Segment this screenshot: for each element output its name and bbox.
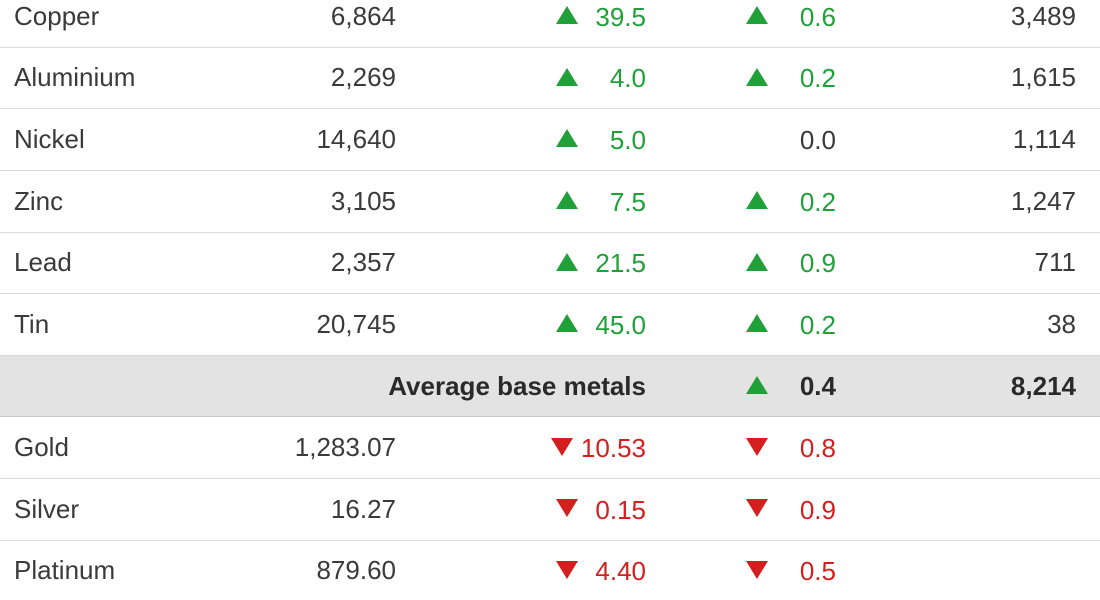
change-abs-cell: 21.5 bbox=[420, 232, 670, 294]
change-pct-cell-value: 0.2 bbox=[776, 310, 836, 341]
change-pct-cell-value: 0.2 bbox=[776, 63, 836, 94]
price-cell: 2,357 bbox=[230, 232, 420, 294]
volume-cell bbox=[860, 540, 1100, 600]
up-triangle-icon bbox=[556, 253, 578, 271]
price-cell: 3,105 bbox=[230, 170, 420, 232]
up-triangle-icon bbox=[556, 191, 578, 209]
summary-change-pct: 0.4 bbox=[670, 355, 860, 417]
volume-cell: 38 bbox=[860, 294, 1100, 356]
change-pct-cell: 0.9 bbox=[670, 232, 860, 294]
volume-cell: 1,114 bbox=[860, 109, 1100, 171]
change-pct-cell-value: 0.6 bbox=[776, 2, 836, 33]
table-row: Nickel14,640 5.0 0.0 1,114 bbox=[0, 109, 1100, 171]
change-pct-cell-value: 0.0 bbox=[776, 125, 836, 156]
down-triangle-icon bbox=[551, 438, 573, 456]
up-triangle-icon bbox=[556, 6, 578, 24]
price-cell: 14,640 bbox=[230, 109, 420, 171]
change-pct-cell: 0.5 bbox=[670, 540, 860, 600]
change-pct-cell-value: 0.2 bbox=[776, 187, 836, 218]
summary-row: Average base metals 0.4 8,214 bbox=[0, 355, 1100, 417]
up-triangle-icon bbox=[746, 6, 768, 24]
metal-name: Zinc bbox=[0, 170, 230, 232]
change-pct-cell: 0.2 bbox=[670, 294, 860, 356]
change-abs-cell-value: 4.0 bbox=[586, 63, 646, 94]
change-pct-cell: 0.2 bbox=[670, 47, 860, 109]
change-abs-cell: 45.0 bbox=[420, 294, 670, 356]
down-triangle-icon bbox=[746, 561, 768, 579]
change-abs-cell-value: 45.0 bbox=[586, 310, 646, 341]
change-abs-cell: 0.15 bbox=[420, 479, 670, 541]
table-row: Platinum879.60 4.40 0.5 bbox=[0, 540, 1100, 600]
up-triangle-icon bbox=[746, 314, 768, 332]
change-abs-cell: 5.0 bbox=[420, 109, 670, 171]
change-pct-cell-value: 0.5 bbox=[776, 556, 836, 587]
price-cell: 16.27 bbox=[230, 479, 420, 541]
price-cell: 2,269 bbox=[230, 47, 420, 109]
change-abs-cell-value: 0.15 bbox=[586, 495, 646, 526]
change-pct-cell: 0.8 bbox=[670, 417, 860, 479]
table-row: Gold1,283.07 10.53 0.8 bbox=[0, 417, 1100, 479]
up-triangle-icon bbox=[746, 68, 768, 86]
table-row: Copper6,864 39.5 0.6 3,489 bbox=[0, 0, 1100, 47]
up-triangle-icon bbox=[746, 376, 768, 394]
change-abs-cell-value: 21.5 bbox=[586, 248, 646, 279]
price-cell: 6,864 bbox=[230, 0, 420, 47]
up-triangle-icon bbox=[746, 191, 768, 209]
metal-name: Nickel bbox=[0, 109, 230, 171]
table-row: Tin20,745 45.0 0.2 38 bbox=[0, 294, 1100, 356]
up-triangle-icon bbox=[746, 253, 768, 271]
change-pct-cell: 0.2 bbox=[670, 170, 860, 232]
change-abs-cell-value: 5.0 bbox=[586, 125, 646, 156]
change-abs-cell: 39.5 bbox=[420, 0, 670, 47]
volume-cell bbox=[860, 479, 1100, 541]
up-triangle-icon bbox=[556, 68, 578, 86]
metal-name: Silver bbox=[0, 479, 230, 541]
price-cell: 879.60 bbox=[230, 540, 420, 600]
volume-cell: 1,615 bbox=[860, 47, 1100, 109]
metals-price-table: Copper6,864 39.5 0.6 3,489 Aluminium2,269 4.0… bbox=[0, 0, 1100, 600]
metal-name: Platinum bbox=[0, 540, 230, 600]
down-triangle-icon bbox=[556, 499, 578, 517]
change-pct-cell-value: 0.9 bbox=[776, 248, 836, 279]
table-row: Lead2,357 21.5 0.9 711 bbox=[0, 232, 1100, 294]
summary-volume: 8,214 bbox=[860, 355, 1100, 417]
change-abs-cell-value: 10.53 bbox=[581, 433, 646, 464]
change-abs-cell-value: 7.5 bbox=[586, 187, 646, 218]
summary-change-pct-value: 0.4 bbox=[776, 371, 836, 402]
down-triangle-icon bbox=[746, 438, 768, 456]
up-triangle-icon bbox=[556, 129, 578, 147]
metal-name: Gold bbox=[0, 417, 230, 479]
change-pct-cell: 0.0 bbox=[670, 109, 860, 171]
price-cell: 1,283.07 bbox=[230, 417, 420, 479]
volume-cell: 1,247 bbox=[860, 170, 1100, 232]
change-abs-cell: 4.40 bbox=[420, 540, 670, 600]
metal-name: Tin bbox=[0, 294, 230, 356]
change-pct-cell-value: 0.9 bbox=[776, 495, 836, 526]
up-triangle-icon bbox=[556, 314, 578, 332]
change-abs-cell-value: 39.5 bbox=[586, 2, 646, 33]
down-triangle-icon bbox=[556, 561, 578, 579]
table-row: Silver16.27 0.15 0.9 bbox=[0, 479, 1100, 541]
metal-name: Copper bbox=[0, 0, 230, 47]
metal-name: Lead bbox=[0, 232, 230, 294]
change-pct-cell: 0.9 bbox=[670, 479, 860, 541]
volume-cell bbox=[860, 417, 1100, 479]
change-pct-cell-value: 0.8 bbox=[776, 433, 836, 464]
change-abs-cell: 7.5 bbox=[420, 170, 670, 232]
price-cell: 20,745 bbox=[230, 294, 420, 356]
change-abs-cell-value: 4.40 bbox=[586, 556, 646, 587]
table-row: Aluminium2,269 4.0 0.2 1,615 bbox=[0, 47, 1100, 109]
volume-cell: 711 bbox=[860, 232, 1100, 294]
change-abs-cell: 4.0 bbox=[420, 47, 670, 109]
summary-label: Average base metals bbox=[0, 355, 670, 417]
down-triangle-icon bbox=[746, 499, 768, 517]
volume-cell: 3,489 bbox=[860, 0, 1100, 47]
change-abs-cell: 10.53 bbox=[420, 417, 670, 479]
metal-name: Aluminium bbox=[0, 47, 230, 109]
change-pct-cell: 0.6 bbox=[670, 0, 860, 47]
table-row: Zinc3,105 7.5 0.2 1,247 bbox=[0, 170, 1100, 232]
